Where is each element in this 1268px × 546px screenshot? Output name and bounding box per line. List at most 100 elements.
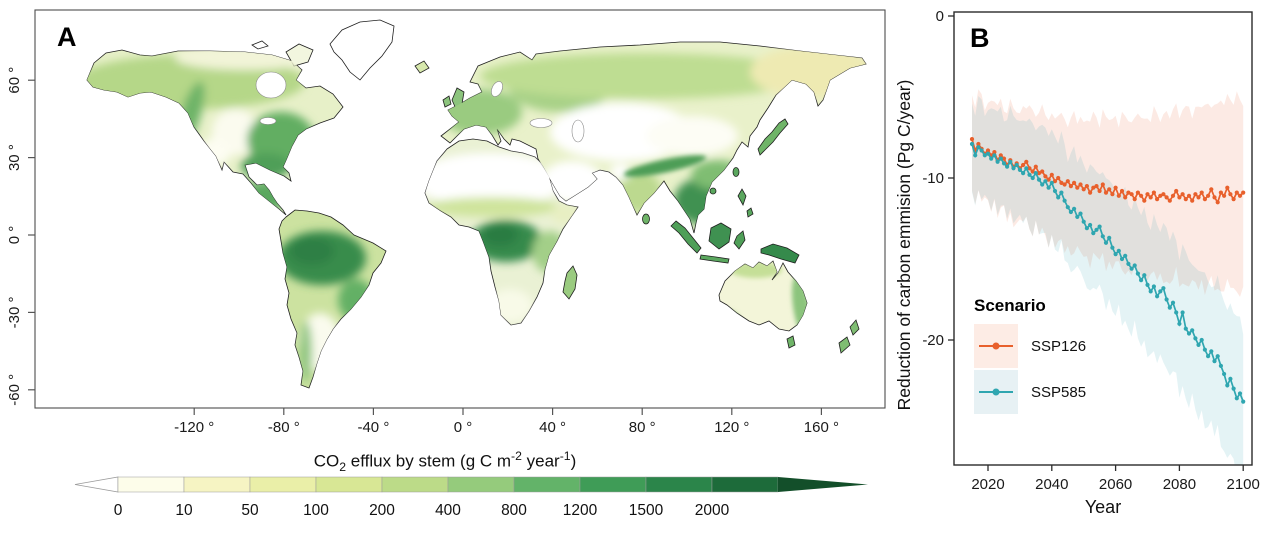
point-ssp126 [1180, 192, 1185, 197]
x-tick-label: 2080 [1163, 476, 1196, 493]
point-ssp585 [1094, 227, 1099, 232]
point-ssp585 [992, 153, 997, 158]
taiwan [732, 167, 740, 177]
point-ssp585 [1110, 245, 1115, 250]
point-ssp126 [1024, 159, 1029, 164]
point-ssp126 [1094, 184, 1099, 189]
point-ssp126 [1183, 197, 1188, 202]
point-ssp585 [1021, 171, 1026, 176]
colorbar-tick-label: 0 [114, 502, 123, 519]
point-ssp126 [1119, 188, 1125, 194]
panel-a: -120 ° -80 ° -40 ° 0 ° 40 ° 80 ° 120 ° 160 ° 60 … [0, 9, 890, 519]
point-ssp585 [1065, 205, 1070, 210]
sri-lanka [642, 213, 650, 225]
point-ssp126 [1052, 179, 1058, 184]
point-ssp126 [1129, 192, 1134, 197]
point-ssp585 [1081, 219, 1086, 224]
point-ssp126 [1222, 193, 1227, 198]
point-ssp126 [1040, 169, 1045, 174]
point-ssp126 [1021, 162, 1026, 168]
point-ssp126 [1065, 179, 1070, 184]
point-ssp585 [1177, 321, 1182, 326]
point-ssp126 [992, 150, 997, 155]
world-map-plot: -120 ° -80 ° -40 ° 0 ° 40 ° 80 ° 120 ° 160 ° 60 … [6, 9, 886, 436]
point-ssp126 [1110, 192, 1115, 197]
baltic-sea [491, 81, 503, 97]
y-tick-label: -60 ° [6, 374, 23, 406]
continents [86, 19, 867, 389]
point-ssp585 [1129, 266, 1134, 271]
y-tick-label: -10 [922, 170, 944, 187]
caspian-sea [571, 119, 585, 143]
point-ssp126 [1167, 198, 1172, 203]
japan [757, 118, 789, 156]
point-ssp585 [1174, 310, 1179, 315]
point-ssp585 [1155, 294, 1160, 299]
point-ssp126 [1151, 190, 1156, 195]
point-ssp126 [1145, 192, 1150, 197]
hainan [709, 187, 717, 195]
point-ssp585 [1103, 240, 1109, 245]
point-ssp126 [1142, 198, 1147, 203]
point-ssp585 [1196, 342, 1201, 347]
point-ssp585 [1027, 172, 1032, 177]
point-ssp585 [1036, 177, 1042, 182]
point-ssp126 [1161, 192, 1166, 197]
colorbar-segment [711, 476, 779, 493]
great-lakes [259, 117, 277, 125]
legend-title: Scenario [974, 296, 1046, 315]
point-ssp585 [1164, 297, 1169, 302]
point-ssp126 [1097, 188, 1102, 194]
x-tick-label: 160 ° [804, 419, 839, 436]
point-ssp126 [1148, 195, 1153, 200]
point-ssp585 [1183, 326, 1188, 331]
point-ssp585 [1228, 376, 1233, 381]
borneo [708, 222, 732, 250]
point-ssp585 [1062, 198, 1067, 203]
point-ssp126 [1186, 193, 1192, 198]
point-ssp126 [1212, 195, 1217, 200]
point-ssp126 [1072, 180, 1077, 185]
greenland [329, 19, 395, 81]
line-chart: 0 -10 -20 2020 2040 2060 2080 2100 B Reduction … [894, 8, 1260, 517]
colorbar-segment [513, 476, 581, 493]
point-ssp585 [976, 145, 981, 150]
point-ssp126 [1123, 195, 1128, 200]
point-ssp126 [1088, 190, 1093, 195]
point-ssp585 [1180, 310, 1185, 315]
iceland [414, 60, 430, 74]
point-ssp585 [1056, 195, 1061, 200]
point-ssp585 [1231, 386, 1236, 391]
colorbar-title: CO2 efflux by stem (g C m-2 year-1) [0, 449, 890, 474]
point-ssp585 [969, 141, 975, 147]
new-zealand-north [849, 319, 860, 336]
point-ssp585 [1084, 226, 1089, 231]
point-ssp126 [1193, 192, 1198, 197]
point-ssp585 [1017, 167, 1022, 172]
point-ssp126 [1126, 190, 1131, 195]
point-ssp126 [1174, 188, 1179, 194]
hudson-bay [255, 71, 287, 99]
colorbar-title-t4: ) [570, 451, 577, 471]
point-ssp126 [1190, 198, 1195, 203]
y-tick-label: 0 ° [6, 226, 23, 245]
point-ssp126 [1218, 190, 1223, 195]
colorbar-tick-label: 10 [175, 502, 193, 519]
point-ssp585 [1123, 253, 1128, 258]
point-ssp126 [1237, 193, 1243, 198]
point-ssp585 [989, 156, 994, 161]
point-ssp585 [1212, 359, 1217, 364]
point-ssp126 [1177, 195, 1182, 200]
point-ssp585 [1008, 159, 1013, 164]
colorbar-tick-label: 50 [241, 502, 259, 519]
y-tick-label: 30 ° [6, 144, 23, 171]
point-ssp126 [1100, 182, 1105, 187]
point-ssp585 [1091, 231, 1096, 236]
point-ssp126 [1068, 184, 1073, 189]
point-ssp585 [1078, 211, 1083, 216]
point-ssp585 [1097, 224, 1102, 229]
colorbar-title-t2: efflux by stem (g C m [346, 451, 512, 471]
point-ssp585 [995, 159, 1000, 164]
point-ssp126 [1116, 193, 1121, 198]
